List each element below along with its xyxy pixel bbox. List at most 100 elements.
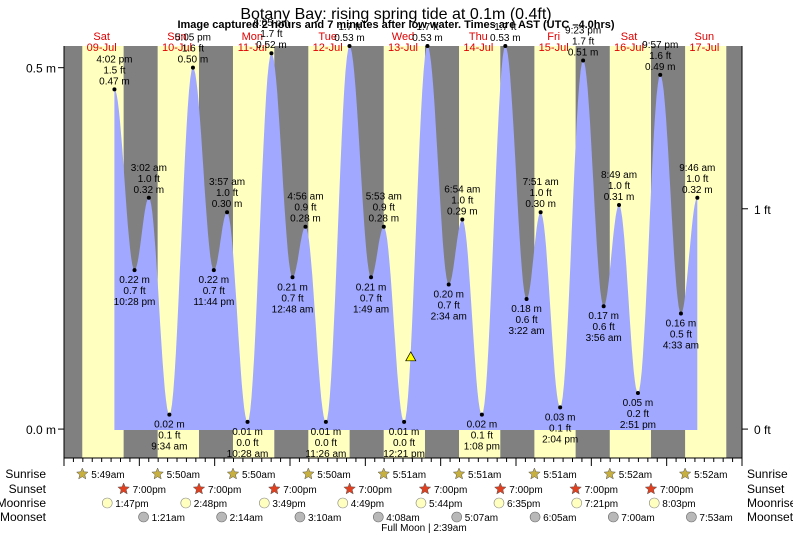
tide-extreme-dot	[558, 405, 563, 410]
chart-subtitle: Image captured 2 hours and 7 minutes aft…	[177, 19, 614, 31]
day-date-label: 10-Jul	[162, 42, 192, 54]
tide-event-label: 1.7 ft	[572, 36, 594, 47]
sunrise-time: 5:51am	[393, 470, 426, 481]
day-date-label: 15-Jul	[539, 42, 569, 54]
tide-event-label: 0.53 m	[334, 33, 365, 44]
sunset-icon	[267, 482, 281, 495]
left-tick-label: 0.0 m	[26, 423, 56, 437]
tide-event-label: 9:57 pm	[642, 40, 678, 51]
tide-event-label: 1.6 ft	[649, 51, 671, 62]
sunrise-time: 5:50am	[167, 470, 200, 481]
tide-event-label: 1.0 ft	[216, 188, 238, 199]
current-tide-marker	[405, 351, 417, 362]
sunset-icon	[418, 482, 432, 495]
tide-extreme-dot	[425, 44, 430, 48]
tide-curve	[114, 46, 698, 430]
moonset-icon	[451, 511, 463, 523]
tide-event-label: 0.53 m	[412, 33, 443, 44]
sunset-time: 7:00pm	[208, 485, 241, 496]
tide-event-label: 5:53 am	[366, 192, 402, 203]
current-tide-triangle	[405, 351, 417, 362]
tide-event-label: 0.22 m	[119, 275, 150, 286]
moonrise-time: 4:49pm	[351, 499, 384, 510]
tide-event-label: 1.0 ft	[608, 181, 630, 192]
moonrise-time: 3:49pm	[272, 499, 305, 510]
tide-extreme-dot	[581, 58, 586, 63]
sunset-icon	[192, 482, 206, 495]
row-label-left: Sunset	[9, 482, 47, 496]
tide-event-label: 4:33 am	[663, 340, 699, 351]
tide-event-label: 4:02 pm	[96, 54, 132, 65]
tide-event-label: 0.03 m	[545, 412, 576, 423]
tide-event-label: 1:49 am	[353, 304, 389, 315]
tide-extreme-dot	[658, 72, 663, 77]
tide-event-label: 5:05 pm	[175, 33, 211, 44]
day-name-label: Mon	[242, 31, 263, 43]
sunrise-icon	[377, 467, 391, 480]
tide-event-label: 4:56 am	[287, 192, 323, 203]
tide-extreme-dot	[112, 87, 117, 92]
row-label-right: Moonrise	[747, 496, 793, 510]
tide-event-label: 0.21 m	[356, 282, 387, 293]
tide-event-label: 3:22 am	[509, 326, 545, 337]
tide-event-label: 0.22 m	[199, 275, 230, 286]
moonrise-icon	[648, 497, 660, 509]
night-band	[726, 46, 742, 458]
tide-event-label: 0.20 m	[433, 290, 464, 301]
tide-event-label: 0.31 m	[604, 192, 635, 203]
tide-extreme-dot	[225, 210, 230, 215]
sunrise-time: 5:52am	[619, 470, 652, 481]
right-margin	[742, 46, 793, 458]
plot-frame	[63, 46, 743, 458]
left-tick-label: 0.5 m	[26, 62, 56, 76]
sunset-icon	[644, 482, 658, 495]
moonrise-icon	[493, 497, 505, 509]
day-date-label: 11-Jul	[238, 42, 267, 54]
row-label-right: Sunset	[747, 482, 785, 496]
tide-event-label: 11:26 am	[305, 449, 346, 460]
left-margin	[0, 46, 64, 458]
sunset-icon	[569, 482, 582, 495]
tide-event-label: 0.05 m	[623, 398, 654, 409]
row-label-left: Moonset	[0, 510, 47, 524]
tide-extreme-dot	[479, 412, 484, 417]
tide-event-label: 0.30 m	[525, 199, 556, 210]
tide-extreme-dot	[323, 419, 328, 424]
tide-event-label: 0.47 m	[99, 76, 130, 87]
tide-extreme-dot	[381, 224, 386, 229]
chart-title: Botany Bay: rising spring tide at 0.1m (…	[240, 6, 551, 23]
tide-event-label: 2:34 am	[431, 312, 467, 323]
tide-event-label: 1.6 ft	[182, 44, 204, 55]
day-name-label: Sat	[621, 31, 638, 43]
tide-event-label: 0.02 m	[467, 420, 498, 431]
tide-event-label: 0.7 ft	[438, 301, 460, 312]
tide-event-label: 0.1 ft	[158, 431, 180, 442]
tide-event-label: 0.0 ft	[393, 438, 415, 449]
day-date-label: 14-Jul	[463, 42, 493, 54]
tide-extreme-dot	[211, 268, 216, 273]
moonset-time: 4:08am	[386, 513, 419, 524]
moonset-time: 6:05am	[543, 513, 576, 524]
moonrise-icon	[180, 497, 192, 509]
moonrise-time: 5:44pm	[429, 499, 462, 510]
row-label-right: Moonset	[747, 510, 793, 524]
tide-event-label: 0.01 m	[389, 427, 420, 438]
tide-event-label: 1:08 pm	[464, 442, 500, 453]
tide-extreme-dot	[538, 210, 543, 215]
tide-event-label: 0.17 m	[588, 311, 619, 322]
sunrise-time: 5:50am	[242, 470, 275, 481]
tide-event-label: 0.21 m	[277, 282, 308, 293]
sunrise-time: 5:52am	[694, 470, 727, 481]
row-label-left: Moonrise	[0, 496, 46, 510]
sunset-time: 7:00pm	[660, 485, 693, 496]
moonset-icon	[686, 511, 697, 523]
tide-event-label: 6:05 pm	[253, 18, 289, 29]
tide-event-label: 1.7 ft	[260, 29, 282, 40]
tide-event-label: 0.6 ft	[593, 322, 615, 333]
tide-event-label: 0.50 m	[178, 55, 209, 66]
sunrise-time: 5:49am	[91, 470, 124, 481]
moonset-time: 7:00am	[621, 513, 654, 524]
day-date-label: 16-Jul	[614, 42, 644, 54]
